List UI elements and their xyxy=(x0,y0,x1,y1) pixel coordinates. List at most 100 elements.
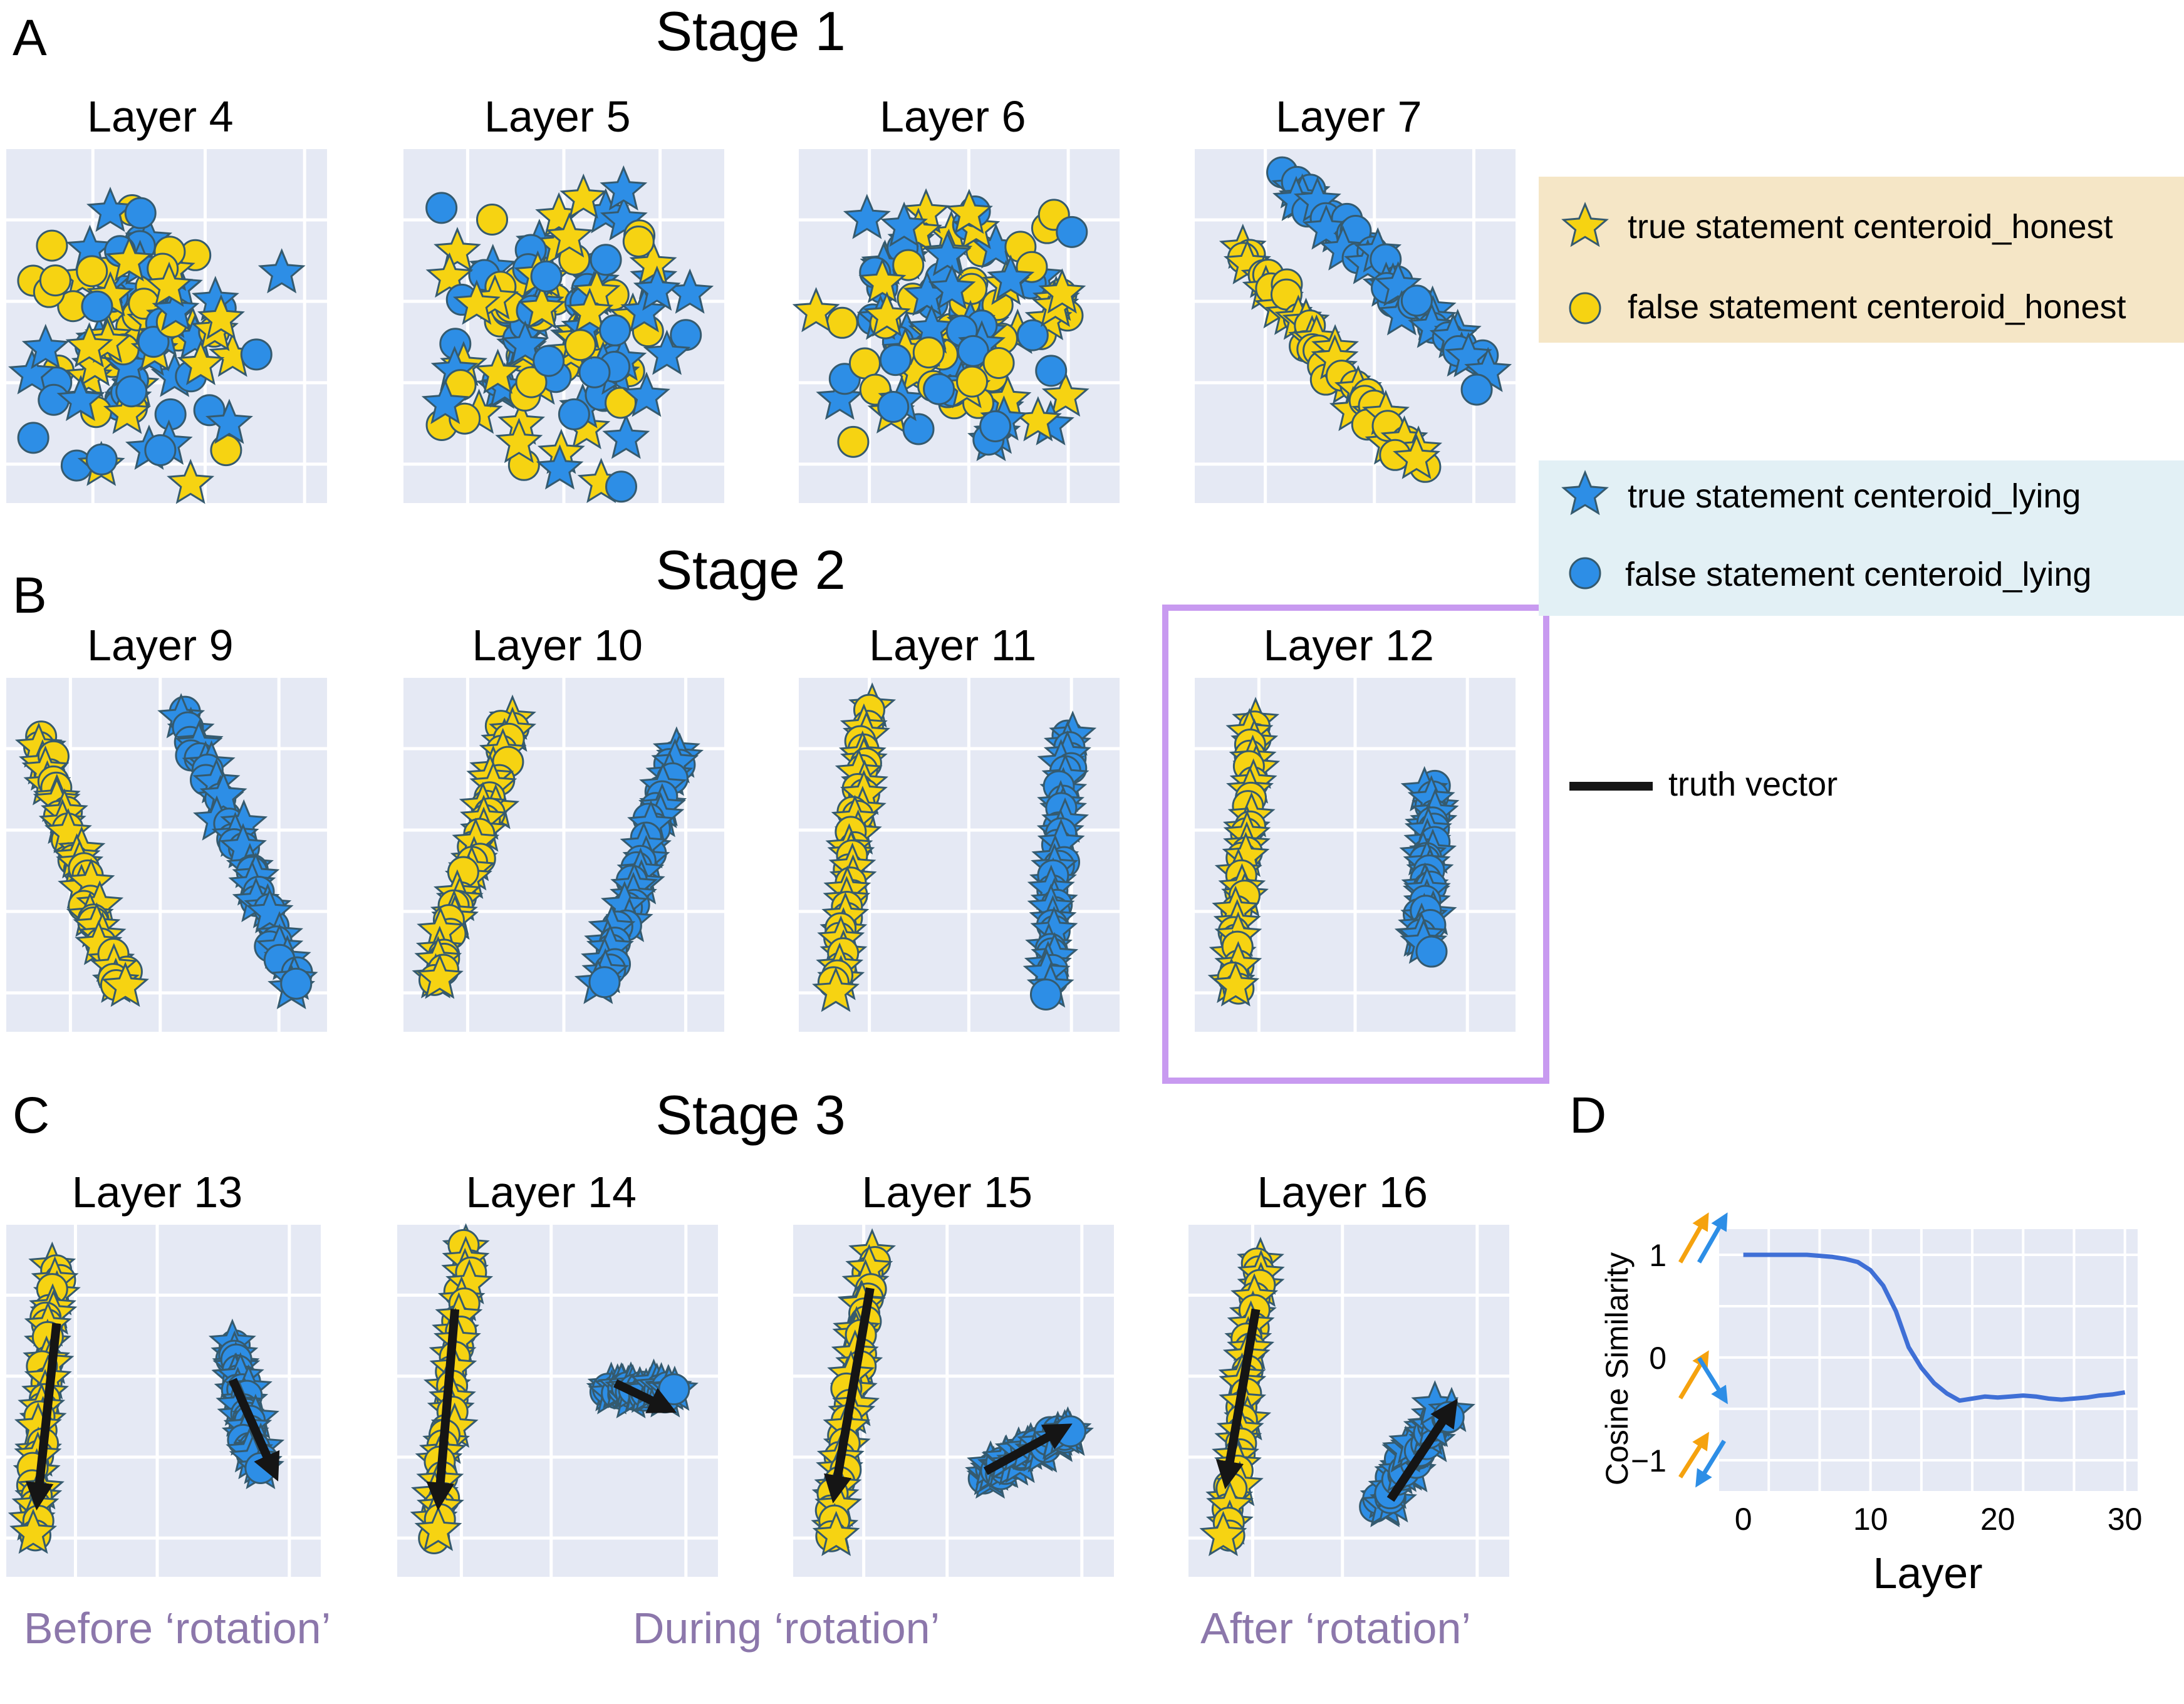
false-lying-marker xyxy=(144,434,177,467)
false-lying-marker xyxy=(115,375,148,408)
false-lying-marker xyxy=(578,356,611,388)
true-lying-marker xyxy=(843,194,891,239)
panel-letter-a: A xyxy=(13,9,47,66)
scatter-panel: Layer 10 xyxy=(403,621,724,1032)
y-tick-label: −1 xyxy=(1631,1443,1667,1478)
true-lying-marker xyxy=(86,187,134,232)
blue-direction-arrow-icon xyxy=(1697,1357,1728,1405)
false-honest-marker xyxy=(564,329,596,361)
truth-vector-arrow xyxy=(613,1379,677,1413)
panel-title: Layer 14 xyxy=(466,1168,637,1217)
panel-title: Layer 13 xyxy=(72,1168,242,1217)
false-lying-marker xyxy=(1029,978,1062,1010)
true-honest-marker xyxy=(1393,434,1441,479)
stage-2-title: Stage 2 xyxy=(655,539,845,601)
true-honest-marker xyxy=(545,212,593,258)
true-honest-marker xyxy=(145,261,194,307)
plot-background xyxy=(1718,1229,2138,1491)
true-honest-marker xyxy=(177,340,225,385)
true-lying-marker xyxy=(257,248,306,294)
false-honest-marker xyxy=(39,264,71,297)
false-honest-marker xyxy=(515,366,548,398)
false-honest-marker xyxy=(210,434,242,467)
truth-vector-arrow xyxy=(983,1423,1073,1475)
false-honest-marker xyxy=(982,346,1015,379)
orange-direction-arrow-icon xyxy=(1678,1431,1710,1478)
true-honest-marker xyxy=(495,417,543,464)
false-lying-marker xyxy=(425,192,458,224)
scatter-panels: Layer 4 Layer 5 Layer 6 Layer 7 Layer 9 Layer… xyxy=(6,92,1516,1577)
true-honest-marker xyxy=(167,459,215,504)
legend-icons xyxy=(1561,202,1609,590)
true-honest-marker xyxy=(1041,371,1089,417)
true-honest-marker xyxy=(474,348,522,394)
blue-direction-arrow-icon xyxy=(1695,1440,1726,1488)
false-honest-marker xyxy=(76,255,108,288)
true-honest-marker xyxy=(858,257,907,303)
false-lying-marker xyxy=(605,470,638,503)
true-honest-marker xyxy=(945,189,993,234)
truth-vector-arrow xyxy=(25,1322,61,1511)
true-honest-marker xyxy=(863,291,911,337)
scatter-panel: Layer 5 xyxy=(403,92,724,503)
true-lying-marker xyxy=(8,349,56,395)
x-tick-label: 10 xyxy=(1853,1502,1888,1537)
false-lying-marker xyxy=(588,966,621,999)
true-honest-marker xyxy=(9,1509,58,1554)
true-lying-marker xyxy=(205,398,253,444)
scatter-panel: Layer 7 xyxy=(1195,92,1516,503)
truth-vector-arrow xyxy=(1215,1308,1261,1490)
label-during-rotation: During ‘rotation’ xyxy=(633,1604,940,1653)
y-tick-label: 0 xyxy=(1649,1341,1667,1376)
true-honest-marker xyxy=(1212,961,1260,1007)
false-lying-marker xyxy=(280,967,313,1000)
true-honest-marker xyxy=(415,953,464,999)
false-honest-marker xyxy=(476,203,509,236)
true-lying-marker xyxy=(923,231,972,276)
false-lying-marker xyxy=(1056,216,1088,248)
false-lying-marker xyxy=(923,373,955,405)
true-lying-marker xyxy=(622,371,670,417)
stage-1-title: Stage 1 xyxy=(655,0,845,62)
false-lying-marker xyxy=(1415,935,1448,968)
false-lying-marker xyxy=(530,260,563,293)
panel-title: Layer 6 xyxy=(880,92,1026,141)
false-lying-marker xyxy=(590,244,622,276)
true-honest-marker xyxy=(414,1505,462,1551)
truth-vector-arrow xyxy=(229,1378,280,1482)
false-honest-marker xyxy=(622,225,655,257)
scatter-panel: Layer 11 xyxy=(799,621,1120,1032)
false-lying-marker xyxy=(38,383,70,416)
scatter-panel: Layer 6 xyxy=(792,92,1120,503)
true-lying-marker xyxy=(633,265,681,311)
blue-direction-arrow-icon xyxy=(1697,1212,1728,1264)
false-honest-marker xyxy=(837,425,870,458)
false-honest-marker xyxy=(826,306,858,339)
true-lying-marker xyxy=(56,375,105,422)
false-lying-marker xyxy=(658,1373,690,1406)
false-lying-marker xyxy=(137,326,170,358)
true-honest-marker xyxy=(105,236,153,282)
false-lying-marker xyxy=(599,314,632,346)
false-lying-marker xyxy=(670,319,702,351)
scatter-panel: Layer 14 xyxy=(397,1168,718,1577)
false-lying-marker xyxy=(85,443,118,475)
true-lying-marker xyxy=(620,287,668,333)
true-lying-marker xyxy=(21,323,70,370)
truth-vector-arrow xyxy=(824,1287,875,1504)
x-tick-label: 0 xyxy=(1735,1502,1752,1537)
true-lying-marker xyxy=(602,413,650,459)
true-honest-marker xyxy=(1038,268,1086,314)
true-lying-marker xyxy=(928,264,976,310)
panel-title: Layer 9 xyxy=(87,621,233,670)
x-tick-label: 30 xyxy=(2108,1502,2143,1537)
legend-truth-vector-label: truth vector xyxy=(1668,766,1838,803)
false-lying-marker xyxy=(558,398,590,430)
true-lying-marker xyxy=(643,330,691,375)
legend-false-lying-icon xyxy=(1569,557,1601,590)
false-lying-marker xyxy=(1460,373,1493,406)
false-honest-marker xyxy=(912,336,945,369)
scatter-panel: Layer 12 xyxy=(1195,621,1516,1032)
true-honest-marker xyxy=(566,288,614,333)
